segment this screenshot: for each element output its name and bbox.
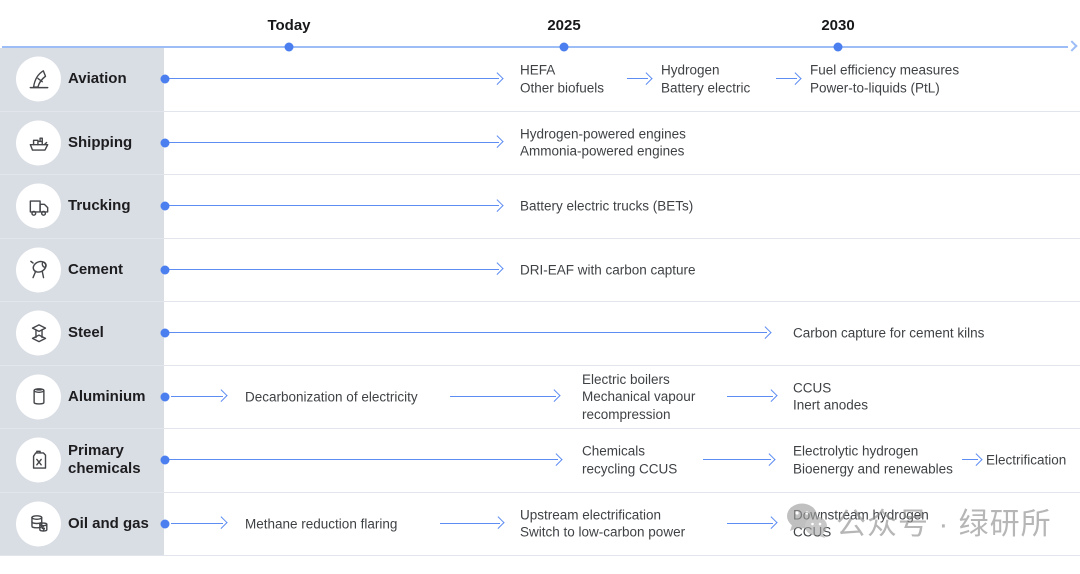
- row-aluminium: Aluminium Decarbonization of electricity…: [0, 365, 1080, 429]
- row-start-dot: [160, 74, 170, 84]
- row-start-dot: [160, 392, 170, 402]
- tech-item: Hydrogen-powered engines Ammonia-powered…: [520, 126, 686, 159]
- sector-label: Shipping: [68, 133, 133, 151]
- flow-arrow: [450, 395, 556, 397]
- timeline-dot-2025: [559, 42, 569, 52]
- row-start-dot: [160, 328, 170, 338]
- flow-arrow: [169, 459, 558, 461]
- marker-2030: 2030: [821, 17, 855, 34]
- row-start-dot: [160, 265, 170, 275]
- flow-arrow: [169, 268, 499, 270]
- sector-cell: Aviation: [0, 48, 164, 111]
- flow-arrow: [169, 205, 499, 207]
- cement-mixer-icon: [16, 247, 61, 293]
- flow-arrow: [703, 459, 771, 461]
- flow-arrow: [169, 78, 499, 80]
- sector-cell: Oil and gas: [0, 492, 164, 555]
- tech-item: Electrification: [986, 452, 1067, 468]
- row-trucking: Trucking Battery electric trucks (BETs): [0, 175, 1080, 239]
- tech-item: Chemicals recycling CCUS: [582, 443, 678, 477]
- flow-arrow: [169, 332, 767, 334]
- row-oil-and-gas: Oil and gas Methane reduction flaring Up…: [0, 492, 1080, 556]
- row-shipping: Shipping Hydrogen-powered engines Ammoni…: [0, 111, 1080, 175]
- flow-arrow: [727, 522, 773, 524]
- jerrycan-icon: [16, 437, 61, 483]
- tech-item: Hydrogen Battery electric: [661, 62, 751, 96]
- airplane-tail-icon: [16, 56, 61, 102]
- timeline-axis: [2, 40, 1078, 53]
- timeline-dot-2030: [833, 42, 843, 52]
- sector-label: Aviation: [68, 70, 127, 88]
- timeline-dot-today: [284, 42, 294, 52]
- sector-cell: Steel: [0, 302, 164, 365]
- marker-today: Today: [267, 17, 311, 34]
- row-cement: Cement DRI-EAF with carbon capture: [0, 238, 1080, 302]
- tech-item: Methane reduction flaring: [245, 516, 398, 531]
- flow-arrow: [171, 395, 223, 397]
- flow-arrow: [171, 522, 223, 524]
- truck-icon: [16, 183, 61, 229]
- tech-item: Carbon capture for cement kilns: [793, 325, 985, 341]
- sector-cell: Cement: [0, 238, 164, 301]
- sector-cell: Aluminium: [0, 365, 164, 428]
- aluminium-can-icon: [16, 374, 61, 420]
- sector-cell: Primary chemicals: [0, 429, 164, 492]
- tech-item: Upstream electrification Switch to low-c…: [520, 507, 686, 540]
- flow-arrow: [627, 78, 648, 80]
- flow-arrow: [776, 78, 797, 80]
- row-primary-chemicals: Primary chemicals Chemicals recycling CC…: [0, 429, 1080, 493]
- row-start-dot: [160, 201, 170, 211]
- tech-item: CCUS Inert anodes: [793, 380, 869, 413]
- container-ship-icon: [16, 120, 61, 166]
- flow-arrow: [727, 395, 773, 397]
- flow-arrow: [962, 459, 978, 461]
- tech-item: DRI-EAF with carbon capture: [520, 262, 696, 277]
- tech-item: Electric boilers Mechanical vapour recom…: [582, 371, 696, 422]
- tech-item: Fuel efficiency measures Power-to-liquid…: [810, 62, 960, 96]
- tech-item: HEFA Other biofuels: [520, 62, 605, 96]
- row-steel: Steel Carbon capture for cement kilns: [0, 302, 1080, 366]
- sector-label: Steel: [68, 324, 104, 342]
- steel-beam-icon: [16, 310, 61, 356]
- sector-label: Cement: [68, 260, 124, 278]
- sector-label: Primary chemicals: [68, 442, 141, 478]
- oil-barrels-icon: [16, 501, 61, 547]
- row-start-dot: [160, 455, 170, 465]
- marker-2025: 2025: [547, 17, 581, 34]
- sector-label: Aluminium: [68, 387, 146, 405]
- tech-item: Electrolytic hydrogen Bioenergy and rene…: [793, 443, 953, 477]
- sector-cell: Shipping: [0, 111, 164, 174]
- sector-label: Trucking: [68, 197, 131, 215]
- sector-cell: Trucking: [0, 175, 164, 238]
- flow-arrow: [440, 522, 500, 524]
- sector-label: Oil and gas: [68, 514, 149, 532]
- tech-item: Battery electric trucks (BETs): [520, 198, 694, 214]
- flow-arrow: [169, 141, 499, 143]
- tech-item: Downstream hydrogen CCUS: [793, 507, 929, 540]
- row-start-dot: [160, 519, 170, 529]
- tech-item: Decarbonization of electricity: [245, 389, 418, 404]
- row-aviation: Aviation HEFA Other biofuels Hydrogen Ba…: [0, 48, 1080, 112]
- row-start-dot: [160, 138, 170, 148]
